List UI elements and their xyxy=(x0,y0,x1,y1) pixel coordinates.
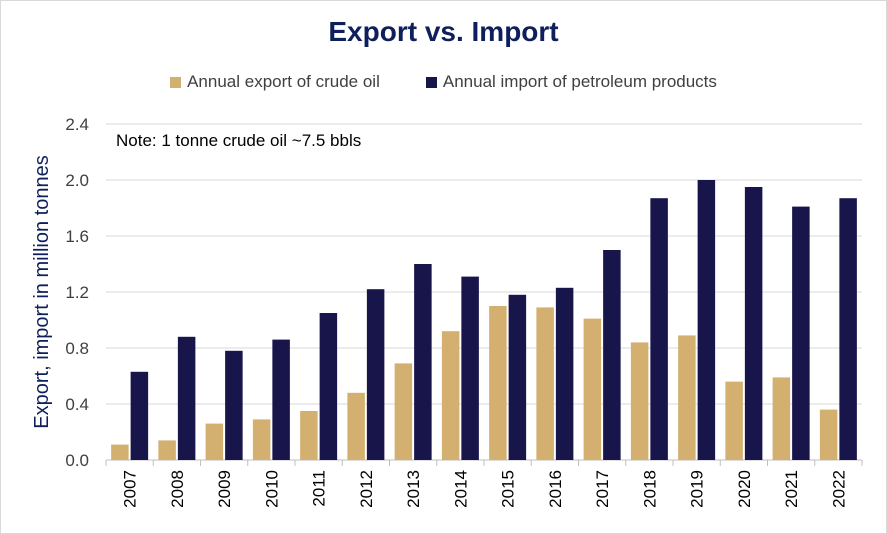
bar-import xyxy=(130,371,149,460)
bar-export xyxy=(205,423,224,460)
bar-export xyxy=(347,392,365,460)
y-tick-label: 1.6 xyxy=(65,227,89,246)
bar-import xyxy=(650,198,668,460)
bar-export xyxy=(725,381,743,460)
x-tick-label: 2014 xyxy=(451,470,470,508)
x-tick-label: 2011 xyxy=(310,470,329,507)
bar-import xyxy=(744,187,763,460)
bar-export xyxy=(394,363,413,460)
y-tick-label: 0.8 xyxy=(65,339,89,358)
x-tick-label: 2007 xyxy=(121,470,140,508)
x-tick-label: 2008 xyxy=(168,470,187,508)
bar-export xyxy=(489,306,507,460)
bar-import xyxy=(603,250,621,460)
bar-import xyxy=(225,350,243,460)
x-tick-label: 2013 xyxy=(404,470,423,508)
bar-import xyxy=(508,294,527,460)
legend-swatch-import xyxy=(425,76,437,88)
chart-note: Note: 1 tonne crude oil ~7.5 bbls xyxy=(116,131,362,150)
x-tick-label: 2022 xyxy=(829,470,848,508)
y-tick-label: 0.4 xyxy=(65,395,89,414)
x-tick-label: 2021 xyxy=(782,470,801,508)
bar-export xyxy=(678,335,696,460)
bar-import xyxy=(792,206,810,460)
bar-export xyxy=(158,440,176,460)
x-tick-label: 2010 xyxy=(262,470,281,508)
bar-export xyxy=(772,377,791,460)
bar-import xyxy=(272,339,290,460)
legend-label-import: Annual import of petroleum products xyxy=(442,72,717,91)
bar-export xyxy=(441,331,460,460)
x-tick-label: 2020 xyxy=(735,470,754,508)
x-tick-label: 2017 xyxy=(593,470,612,508)
bar-import xyxy=(555,287,574,460)
bar-import xyxy=(177,336,196,460)
x-tick-label: 2012 xyxy=(357,470,376,508)
bar-export xyxy=(583,318,602,460)
y-tick-label: 2.0 xyxy=(65,171,89,190)
bar-export xyxy=(111,444,129,460)
bar-import xyxy=(839,198,857,460)
chart-legend: Annual export of crude oil Annual import… xyxy=(0,72,887,92)
x-tick-label: 2019 xyxy=(688,470,707,508)
x-tick-label: 2018 xyxy=(640,470,659,508)
x-tick-label: 2016 xyxy=(546,470,565,508)
bar-export xyxy=(630,342,649,460)
y-tick-label: 2.4 xyxy=(65,115,89,134)
legend-label-export: Annual export of crude oil xyxy=(187,72,380,91)
chart-title: Export vs. Import xyxy=(328,16,559,47)
bar-import xyxy=(697,180,716,460)
x-tick-label: 2009 xyxy=(215,470,234,508)
bar-export xyxy=(819,409,838,460)
bar-import xyxy=(414,264,432,460)
legend-item-import: Annual import of petroleum products xyxy=(425,72,717,92)
legend-swatch-export xyxy=(170,76,182,88)
bar-export xyxy=(252,419,271,460)
y-axis-title: Export, import in million tonnes xyxy=(31,155,53,428)
y-tick-label: 0.0 xyxy=(65,451,89,470)
bar-export xyxy=(300,411,318,460)
legend-item-export: Annual export of crude oil xyxy=(170,72,380,92)
bar-import xyxy=(366,289,385,460)
x-tick-label: 2015 xyxy=(499,470,518,508)
bar-import xyxy=(319,313,338,460)
bar-export xyxy=(536,307,554,460)
bar-import xyxy=(461,276,479,460)
y-tick-label: 1.2 xyxy=(65,283,89,302)
